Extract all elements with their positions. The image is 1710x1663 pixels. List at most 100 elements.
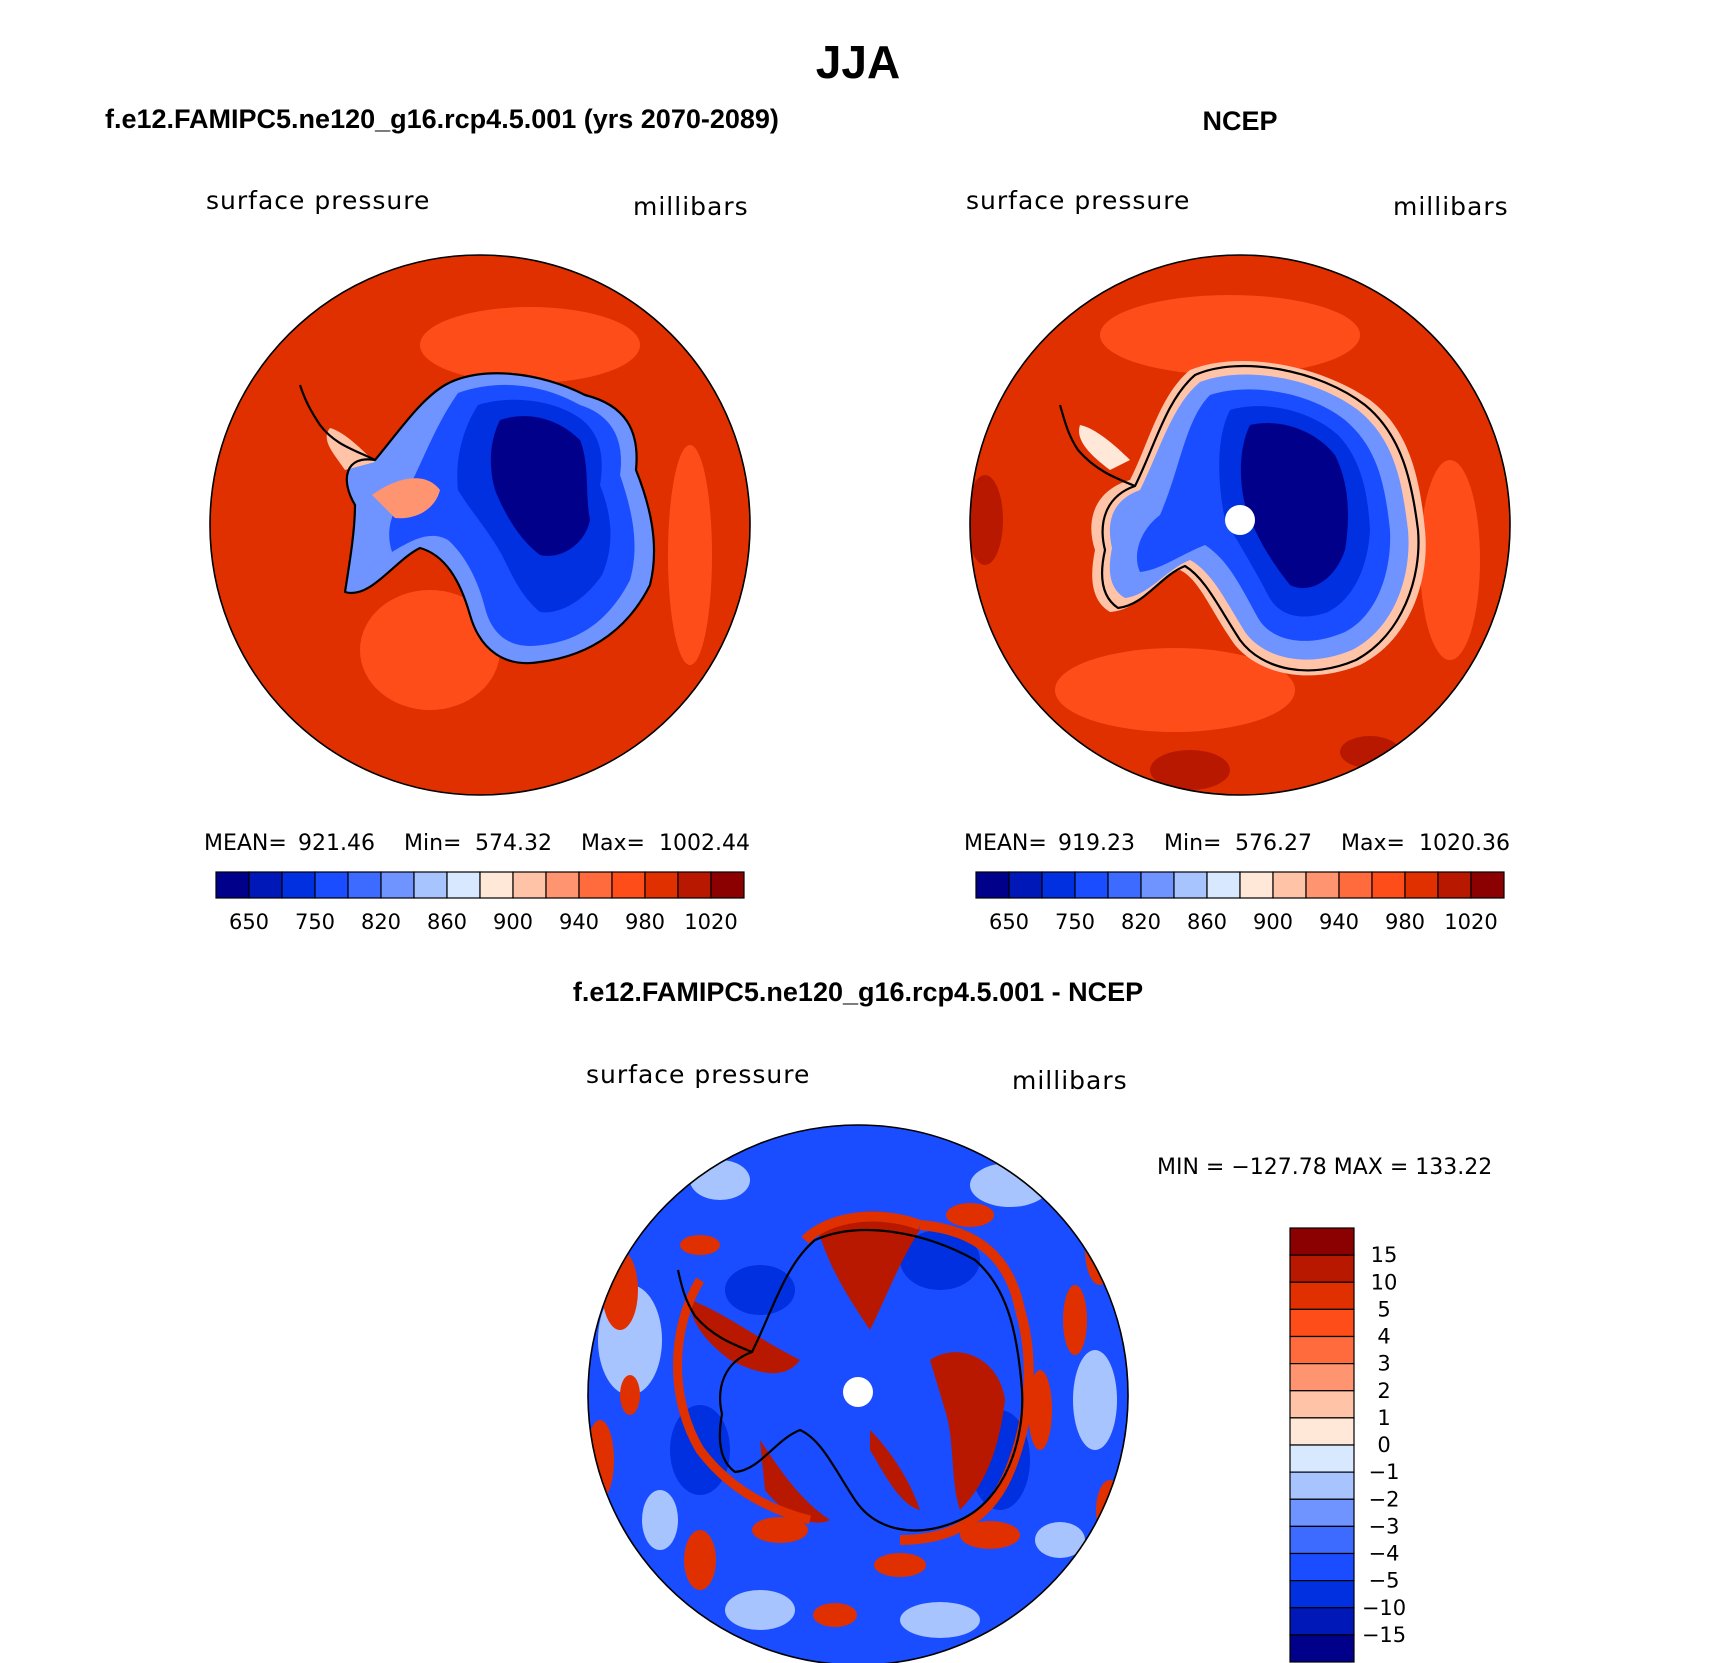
colorbar-swatch [975, 871, 1010, 899]
panel-model-title: f.e12.FAMIPC5.ne120_g16.rcp4.5.001 (yrs … [105, 104, 779, 134]
colorbar-swatch [248, 871, 283, 899]
colorbar-tick-label: 750 [295, 910, 335, 934]
map-rim [209, 254, 751, 796]
colorbar-swatch [1289, 1634, 1355, 1663]
colorbar-swatch [1173, 871, 1208, 899]
panel-model-units: millibars [633, 192, 749, 221]
colorbar-tick-label: −4 [1369, 1542, 1400, 1566]
colorbar-tick-label: 900 [1253, 910, 1293, 934]
colorbar-swatch [644, 871, 679, 899]
map-high-band [420, 307, 640, 383]
colorbar-swatch [1289, 1335, 1355, 1365]
colorbar-tick-label: 5 [1377, 1297, 1390, 1321]
colorbar-tick-label: 0 [1377, 1433, 1390, 1457]
stat-mean-value: 921.46 [298, 831, 375, 856]
panel-ncep-title: NCEP [1202, 106, 1277, 136]
colorbar-swatch [413, 871, 448, 899]
colorbar-tick-label: 1 [1377, 1406, 1390, 1430]
colorbar-tick-label: 650 [989, 910, 1029, 934]
colorbar-swatch [1289, 1444, 1355, 1473]
colorbar-tick-label: 820 [1121, 910, 1161, 934]
colorbar-swatch [446, 871, 481, 899]
colorbar-swatch [1289, 1498, 1355, 1527]
panel-difference-title: f.e12.FAMIPC5.ne120_g16.rcp4.5.001 - NCE… [573, 977, 1143, 1007]
map-rim [587, 1124, 1129, 1663]
map-coastline-peninsula [298, 384, 376, 461]
colorbar-swatch [578, 871, 613, 899]
map-diff-ridge [870, 1430, 920, 1510]
panel-ncep-variable: surface pressure [966, 186, 1190, 215]
colorbar-swatch [1140, 871, 1175, 899]
colorbar-swatch [1289, 1281, 1355, 1310]
colorbar-swatch [512, 871, 547, 899]
colorbar-tick-label: 980 [1385, 910, 1425, 934]
map-high-band [1100, 295, 1360, 375]
colorbar-swatch [1289, 1227, 1355, 1256]
colorbar-swatch [1437, 871, 1472, 899]
colorbar-tick-label: 940 [559, 910, 599, 934]
stat-mean-value: 919.23 [1058, 831, 1135, 856]
stat-min-label: Min= [404, 831, 461, 856]
colorbar-tick-label: 10 [1371, 1270, 1398, 1294]
stat-max-value: 1020.36 [1419, 831, 1510, 856]
colorbar-swatch [1289, 1552, 1355, 1582]
colorbar-swatch [1289, 1607, 1355, 1636]
panel-model-variable: surface pressure [206, 186, 430, 215]
map-high-band [668, 445, 712, 665]
colorbar-swatch [1272, 871, 1307, 899]
colorbar-swatch [1008, 871, 1043, 899]
panel-difference-range: MIN = −127.78 MAX = 133.22 [1157, 1155, 1492, 1180]
colorbar-swatch [1470, 871, 1505, 899]
colorbar-tick-label: −5 [1369, 1569, 1400, 1593]
colorbar-tick-label: 940 [1319, 910, 1359, 934]
map-diff-ring [673, 1277, 812, 1525]
map-diff-ring [801, 1211, 1034, 1545]
map-coastline [1101, 364, 1420, 672]
colorbar-tick-label: 3 [1377, 1352, 1390, 1376]
colorbar-swatch [347, 871, 382, 899]
colorbar-swatch [1289, 1254, 1355, 1283]
map-plateau-top [490, 416, 590, 556]
stat-min-value: 574.32 [475, 831, 552, 856]
colorbar-swatch [1289, 1390, 1355, 1419]
map-low-spot [970, 475, 1003, 565]
colorbar-tick-label: 2 [1377, 1379, 1390, 1403]
colorbar-swatch [380, 871, 415, 899]
colorbar-swatch [1206, 871, 1241, 899]
map-diff-ridge [818, 1211, 920, 1330]
colorbar-swatch [215, 871, 250, 899]
stat-min-label: Min= [1164, 831, 1221, 856]
colorbar-swatch [545, 871, 580, 899]
colorbar-swatch [1305, 871, 1340, 899]
colorbar-tick-label: 900 [493, 910, 533, 934]
colorbar-tick-label: 860 [1187, 910, 1227, 934]
colorbar-swatch [1338, 871, 1373, 899]
map-pole-mask [1225, 505, 1255, 535]
colorbar-swatch [1289, 1580, 1355, 1609]
colorbar-swatch [1289, 1525, 1355, 1555]
map-diff-ridge [690, 1300, 800, 1374]
stat-max-label: Max= [1341, 831, 1405, 856]
map-diff-ridge [760, 1440, 830, 1523]
panel-difference-units: millibars [1012, 1066, 1128, 1095]
colorbar-tick-label: 860 [427, 910, 467, 934]
map-rim [969, 254, 1511, 796]
colorbar-tick-label: 750 [1055, 910, 1095, 934]
map-plateau-top [1240, 423, 1348, 589]
colorbar-tick-label: −3 [1369, 1514, 1400, 1538]
panel-ncep-units: millibars [1393, 192, 1509, 221]
map-coastline-peninsula [1058, 404, 1136, 488]
map-high-band [1420, 460, 1480, 660]
map-peninsula [1079, 425, 1130, 470]
panel-difference: f.e12.FAMIPC5.ne120_g16.rcp4.5.001 - NCE… [573, 977, 1492, 1663]
colorbar-swatch [479, 871, 514, 899]
map-coastline [343, 372, 656, 665]
colorbar-swatch [1371, 871, 1406, 899]
colorbar-tick-label: −1 [1369, 1460, 1400, 1484]
colorbar-model: 650 750 820 860 900 940 980 1020 [215, 871, 745, 934]
colorbar-swatch [1289, 1417, 1355, 1446]
colorbar-swatch [1404, 871, 1439, 899]
map-high-band [360, 590, 500, 710]
